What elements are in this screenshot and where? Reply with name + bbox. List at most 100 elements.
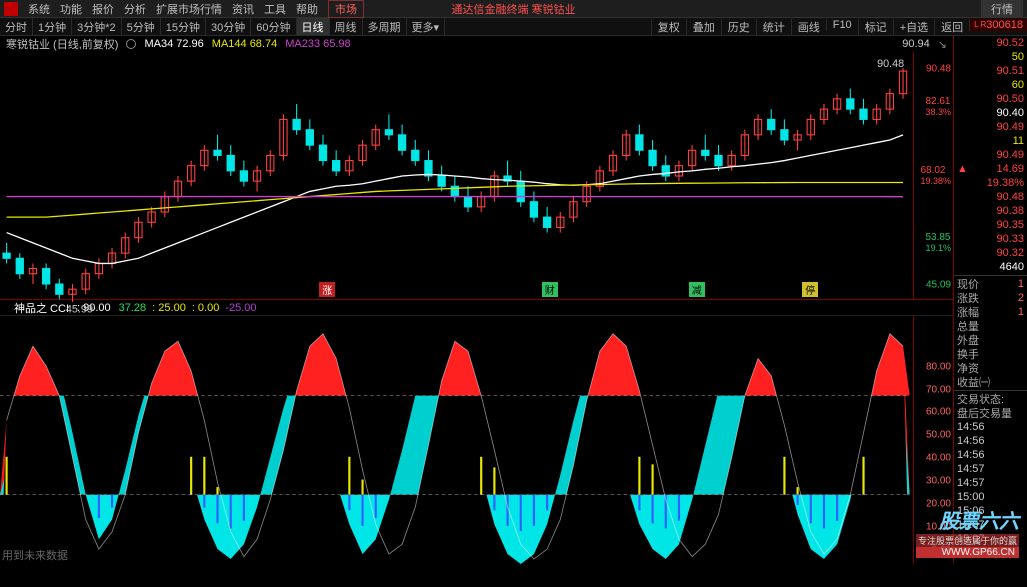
app-logo-icon: [4, 2, 18, 16]
toolbar-btn-F10[interactable]: F10: [826, 19, 858, 31]
info-row: 现价1: [954, 277, 1027, 291]
quote-row: 11: [954, 134, 1027, 148]
timeframe-5分钟[interactable]: 5分钟: [122, 18, 161, 35]
toolbar-btn-历史[interactable]: 历史: [721, 19, 756, 35]
timeframe-3分钟*2[interactable]: 3分钟*2: [72, 18, 122, 35]
menu-item[interactable]: 扩展市场行情: [156, 1, 222, 17]
info-row: 外盘: [954, 333, 1027, 347]
info-row: 涨幅1: [954, 305, 1027, 319]
tick-time-row: 15:00: [954, 490, 1027, 504]
indicator-toggle-icon[interactable]: [126, 39, 136, 49]
quote-row: 90.32: [954, 246, 1027, 260]
menu-item[interactable]: 报价: [92, 1, 114, 17]
price-tick: 45.09: [926, 279, 951, 290]
menu-item[interactable]: 帮助: [296, 1, 318, 17]
tick-time-row: 14:56: [954, 448, 1027, 462]
quote-row: 19.38%: [954, 176, 1027, 190]
menu-item[interactable]: 功能: [60, 1, 82, 17]
footer-status-text: 用到未来数据: [2, 547, 68, 563]
tick-time-row: 15:07: [954, 518, 1027, 532]
ma-legend-item: MA144 68.74: [212, 38, 277, 50]
timeframe-日线[interactable]: 日线: [297, 18, 330, 35]
quote-row: 90.38: [954, 204, 1027, 218]
market-button[interactable]: 市场: [328, 0, 364, 18]
tick-time-row: 14:56: [954, 420, 1027, 434]
cci-tick: 30.00: [926, 476, 951, 487]
tick-time-row: 14:57: [954, 462, 1027, 476]
right-tab-quotes[interactable]: 行情: [981, 0, 1023, 18]
timeframe-更多▾[interactable]: 更多▾: [407, 18, 446, 35]
toolbar-btn-标记[interactable]: 标记: [858, 19, 893, 35]
window-title: 通达信金融终端 寒锐钴业: [451, 1, 575, 17]
quote-row: 90.40: [954, 106, 1027, 120]
chart-marker: 涨: [319, 282, 335, 297]
info-row: 换手: [954, 347, 1027, 361]
timeframe-60分钟[interactable]: 60分钟: [251, 18, 296, 35]
timeframe-多周期[interactable]: 多周期: [363, 18, 407, 35]
quote-row: ▲14.69: [954, 162, 1027, 176]
quote-row: 90.49: [954, 148, 1027, 162]
tick-time-row: 15:07: [954, 532, 1027, 546]
toolbar-btn-+自选[interactable]: +自选: [893, 19, 934, 35]
cci-tick: 0.00: [932, 544, 951, 555]
cci-oscillator-chart[interactable]: 80.00 70.00 60.00 50.00 40.00 30.00 20.00 10.00…: [0, 316, 953, 564]
cci-tick: 10.00: [926, 521, 951, 532]
ma-legend-item: MA34 72.96: [144, 38, 203, 50]
timeframe-30分钟[interactable]: 30分钟: [206, 18, 251, 35]
cci-tick: 60.00: [926, 407, 951, 418]
chart-marker: 财: [542, 282, 558, 297]
menu-item[interactable]: 资讯: [232, 1, 254, 17]
menu-item[interactable]: 工具: [264, 1, 286, 17]
tick-time-row: 15:06: [954, 504, 1027, 518]
quote-row: 90.48: [954, 190, 1027, 204]
timeframe-1分钟[interactable]: 1分钟: [33, 18, 72, 35]
quote-row: 90.33: [954, 232, 1027, 246]
quote-row: 90.49: [954, 120, 1027, 134]
stock-name-label: 寒锐钴业 (日线,前复权): [6, 36, 118, 52]
timeframe-15分钟[interactable]: 15分钟: [161, 18, 206, 35]
quote-row: 50: [954, 50, 1027, 64]
info-row: 收益㈠: [954, 375, 1027, 389]
price-y-axis: 90.4882.6138.3%68.0219.38%53.8519.1%45.0…: [913, 52, 953, 299]
quote-side-panel: 90.525090.516090.5090.4090.491190.49▲14.…: [953, 36, 1027, 564]
stock-code-box[interactable]: L R 300618: [969, 19, 1027, 31]
toolbar-btn-统计[interactable]: 统计: [756, 19, 791, 35]
cursor-price: 90.94: [902, 38, 930, 50]
svg-text:45.99: 45.99: [66, 303, 93, 315]
menu-item[interactable]: 分析: [124, 1, 146, 17]
chart-column: 寒锐钴业 (日线,前复权) MA34 72.96 MA144 68.74 MA233…: [0, 36, 953, 564]
toolbar-btn-复权[interactable]: 复权: [651, 19, 686, 35]
main-menubar: 系统 功能 报价 分析 扩展市场行情 资讯 工具 帮助 市场 通达信金融终端 寒…: [0, 0, 1027, 18]
quote-row: 90.50: [954, 92, 1027, 106]
timeframe-分时[interactable]: 分时: [0, 18, 33, 35]
info-row: 净资: [954, 361, 1027, 375]
toolbar-btn-叠加[interactable]: 叠加: [686, 19, 721, 35]
ma-legend-bar: 寒锐钴业 (日线,前复权) MA34 72.96 MA144 68.74 MA233…: [0, 36, 953, 52]
quote-row: 90.52: [954, 36, 1027, 50]
cci-tick: 80.00: [926, 361, 951, 372]
cci-tick: 40.00: [926, 453, 951, 464]
quote-row: 4640: [954, 260, 1027, 274]
info-row: 总量: [954, 319, 1027, 333]
cursor-arrow-icon: ↘: [938, 38, 947, 51]
cci-y-axis: 80.00 70.00 60.00 50.00 40.00 30.00 20.00 10.00…: [913, 316, 953, 564]
quote-row: 90.35: [954, 218, 1027, 232]
candlestick-chart[interactable]: 45.9990.48 90.4882.6138.3%68.0219.38%53.…: [0, 52, 953, 300]
chart-marker: 减: [689, 282, 705, 297]
price-tick: 82.6138.3%: [925, 96, 951, 118]
timeframe-toolbar: 分时1分钟3分钟*25分钟15分钟30分钟60分钟日线周线多周期更多▾ 复权叠加…: [0, 18, 1027, 36]
tick-time-row: 14:56: [954, 434, 1027, 448]
cci-tick: 50.00: [926, 430, 951, 441]
ma-legend-item: MA233 65.98: [285, 38, 350, 50]
toolbar-btn-画线[interactable]: 画线: [791, 19, 826, 35]
timeframe-周线[interactable]: 周线: [330, 18, 363, 35]
menu-item[interactable]: 系统: [28, 1, 50, 17]
cci-tick: 20.00: [926, 498, 951, 509]
toolbar-btn-返回[interactable]: 返回: [934, 19, 969, 35]
svg-text:90.48: 90.48: [877, 58, 904, 70]
quote-row: 60: [954, 78, 1027, 92]
after-hours-label: 盘后交易量: [957, 405, 1012, 421]
tick-time-row: 14:57: [954, 476, 1027, 490]
tick-time-row: 15:08: [954, 546, 1027, 560]
cci-tick: 70.00: [926, 384, 951, 395]
